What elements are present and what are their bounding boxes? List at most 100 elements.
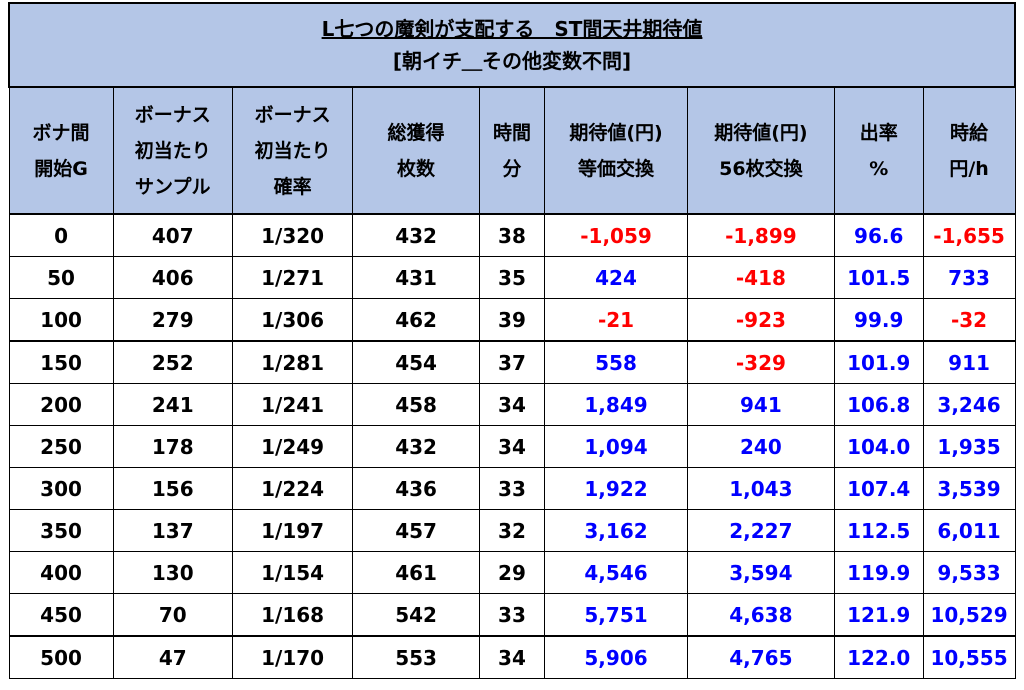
table-cell: 407 xyxy=(112,213,233,257)
table-cell: 101.5 xyxy=(833,256,924,299)
expected-value-table-container: L七つの魔剣が支配する ST間天井期待値 [朝イチ＿その他変数不問] ボナ間 開始… xyxy=(8,2,1016,679)
table-cell: 1,849 xyxy=(544,383,688,426)
table-cell: 9,533 xyxy=(922,551,1016,594)
table-cell: 33 xyxy=(478,467,546,510)
column-header-line: 56枚交換 xyxy=(719,157,803,180)
table-row: 200 241 1/241 458 34 1,849 941 106.8 3,246 xyxy=(8,383,1016,426)
table-cell: 137 xyxy=(112,509,233,552)
column-header-line: 等価交換 xyxy=(578,157,655,180)
expected-value-table: L七つの魔剣が支配する ST間天井期待値 [朝イチ＿その他変数不問] ボナ間 開始… xyxy=(8,2,1016,679)
table-cell: 200 xyxy=(8,383,114,426)
column-header-line: 初当たり xyxy=(254,139,331,162)
table-cell: 35 xyxy=(478,256,546,299)
table-cell: 122.0 xyxy=(833,635,924,679)
table-cell: 240 xyxy=(686,425,835,468)
table-row: 500 47 1/170 553 34 5,906 4,765 122.0 10,555 xyxy=(8,635,1016,679)
table-cell: 34 xyxy=(478,635,546,679)
table-cell: 178 xyxy=(112,425,233,468)
table-cell: 300 xyxy=(8,467,114,510)
column-header: 期待値(円) 56枚交換 xyxy=(686,86,835,215)
table-cell: 38 xyxy=(478,213,546,257)
table-cell: 119.9 xyxy=(833,551,924,594)
column-header: ボナ間 開始G xyxy=(8,86,114,215)
table-cell: 1/320 xyxy=(231,213,354,257)
table-cell: 50 xyxy=(8,256,114,299)
table-cell: 121.9 xyxy=(833,593,924,637)
table-cell: 47 xyxy=(112,635,233,679)
column-header-line: 総獲得 xyxy=(387,121,445,144)
table-cell: 1/224 xyxy=(231,467,354,510)
column-header: ボーナス 初当たり サンプル xyxy=(112,86,233,215)
table-cell: 250 xyxy=(8,425,114,468)
table-cell: -1,655 xyxy=(922,213,1016,257)
table-cell: 3,539 xyxy=(922,467,1016,510)
table-cell: 458 xyxy=(352,383,480,426)
table-cell: 454 xyxy=(352,340,480,384)
table-cell: 106.8 xyxy=(833,383,924,426)
table-cell: 542 xyxy=(352,593,480,637)
table-cell: 3,162 xyxy=(544,509,688,552)
column-header-line: 分 xyxy=(502,157,522,180)
column-header-line: サンプル xyxy=(135,175,211,198)
table-cell: 1/154 xyxy=(231,551,354,594)
table-cell: 733 xyxy=(922,256,1016,299)
table-cell: 1/168 xyxy=(231,593,354,637)
table-cell: 279 xyxy=(112,298,233,342)
column-header-line: 確率 xyxy=(273,175,312,198)
table-row: 350 137 1/197 457 32 3,162 2,227 112.5 6,011 xyxy=(8,509,1016,552)
table-cell: -32 xyxy=(922,298,1016,342)
table-cell: -1,899 xyxy=(686,213,835,257)
table-cell: 5,751 xyxy=(544,593,688,637)
table-cell: 558 xyxy=(544,340,688,384)
table-cell: 241 xyxy=(112,383,233,426)
table-title: L七つの魔剣が支配する ST間天井期待値 xyxy=(321,17,703,41)
table-cell: 1/306 xyxy=(231,298,354,342)
table-cell: 1,043 xyxy=(686,467,835,510)
table-cell: 1/281 xyxy=(231,340,354,384)
table-cell: 39 xyxy=(478,298,546,342)
table-cell: 1,922 xyxy=(544,467,688,510)
table-cell: 4,638 xyxy=(686,593,835,637)
table-cell: 500 xyxy=(8,635,114,679)
table-cell: 1/197 xyxy=(231,509,354,552)
column-header-line: 期待値(円) xyxy=(569,121,663,144)
column-header-row: ボナ間 開始G ボーナス 初当たり サンプル ボーナス 初当たり 確率 総獲得 枚数 時間分期待値(… xyxy=(8,86,1016,215)
column-header: 時給 円/h xyxy=(922,86,1016,215)
table-cell: 461 xyxy=(352,551,480,594)
table-cell: 96.6 xyxy=(833,213,924,257)
table-cell: 1/249 xyxy=(231,425,354,468)
table-cell: -329 xyxy=(686,340,835,384)
table-cell: 553 xyxy=(352,635,480,679)
table-cell: 4,546 xyxy=(544,551,688,594)
table-cell: 6,011 xyxy=(922,509,1016,552)
table-row: 450 70 1/168 542 33 5,751 4,638 121.9 10,529 xyxy=(8,593,1016,637)
table-row: 50 406 1/271 431 35 424 -418 101.5 733 xyxy=(8,256,1016,299)
column-header: 期待値(円) 等価交換 xyxy=(544,86,688,215)
table-cell: -418 xyxy=(686,256,835,299)
column-header-line: ボーナス xyxy=(134,103,211,126)
table-cell: 100 xyxy=(8,298,114,342)
table-cell: 941 xyxy=(686,383,835,426)
table-cell: 2,227 xyxy=(686,509,835,552)
column-header: ボーナス 初当たり 確率 xyxy=(231,86,354,215)
column-header: 総獲得 枚数 xyxy=(352,86,480,215)
column-header-line: 時給 xyxy=(950,121,989,144)
table-cell: -21 xyxy=(544,298,688,342)
table-cell: 32 xyxy=(478,509,546,552)
table-row: 0 407 1/320 432 38 -1,059 -1,899 96.6 -1,655 xyxy=(8,213,1016,257)
table-cell: 462 xyxy=(352,298,480,342)
table-cell: 1,094 xyxy=(544,425,688,468)
table-row: 150 252 1/281 454 37 558 -329 101.9 911 xyxy=(8,340,1016,384)
table-cell: 101.9 xyxy=(833,340,924,384)
table-cell: 37 xyxy=(478,340,546,384)
column-header-line: 時間 xyxy=(492,121,531,144)
table-cell: 112.5 xyxy=(833,509,924,552)
column-header-line: ボナ間 xyxy=(32,121,90,144)
table-cell: 457 xyxy=(352,509,480,552)
column-header: 時間分 xyxy=(478,86,546,215)
table-cell: 3,246 xyxy=(922,383,1016,426)
table-cell: 34 xyxy=(478,425,546,468)
table-row: 300 156 1/224 436 33 1,922 1,043 107.4 3,539 xyxy=(8,467,1016,510)
table-row: 400 130 1/154 461 29 4,546 3,594 119.9 9,533 xyxy=(8,551,1016,594)
table-cell: 450 xyxy=(8,593,114,637)
